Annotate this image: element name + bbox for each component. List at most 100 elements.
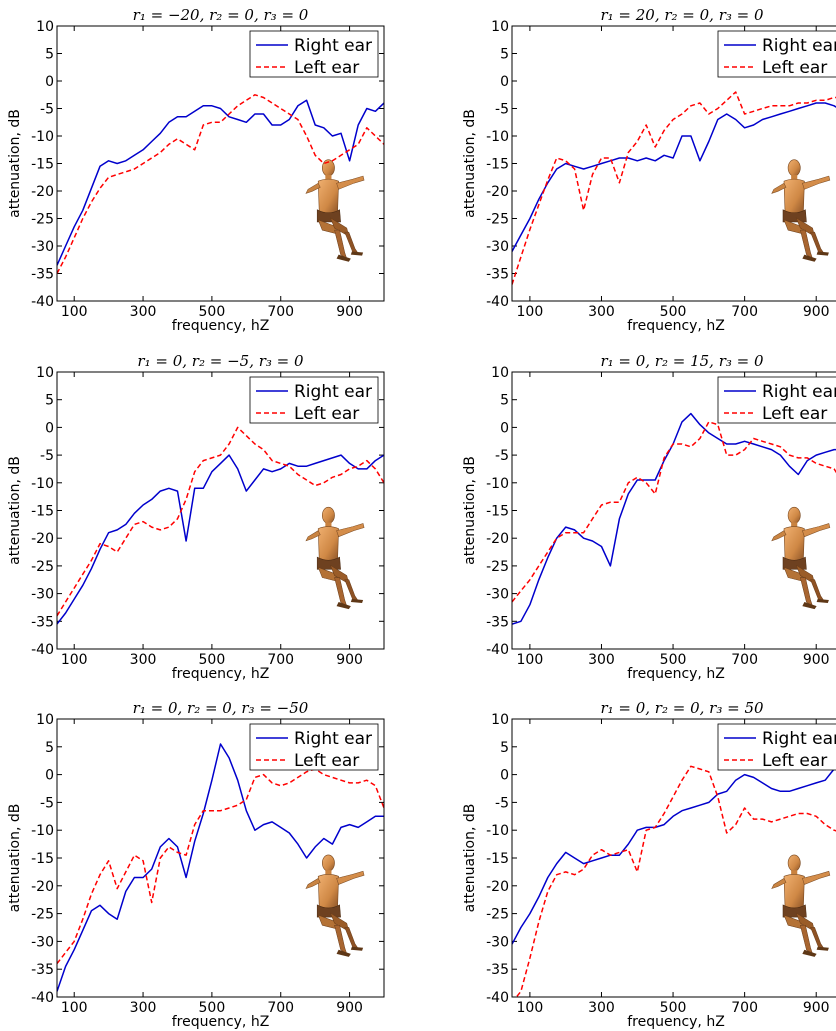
plot-frame (56, 371, 385, 650)
y-tick-label: -5 (495, 795, 509, 811)
y-tick-label: -40 (486, 294, 509, 310)
series-line-right-ear (57, 454, 384, 625)
series-line-right-ear (57, 99, 384, 266)
y-axis-label: attenuation, dB (7, 109, 23, 218)
x-tick-label: 100 (517, 304, 544, 320)
x-tick-label: 300 (588, 1000, 615, 1016)
x-tick-label: 500 (660, 304, 687, 320)
legend-label-left-ear: Left ear (762, 751, 827, 771)
y-tick-label: -35 (31, 267, 54, 283)
x-axis-label: frequency, hZ (172, 318, 270, 334)
y-tick-label: -5 (495, 448, 509, 464)
plot-area (512, 91, 836, 285)
plot-frame (511, 371, 836, 650)
x-tick-label: 700 (267, 304, 294, 320)
chart-panel-6: r₁ = 0, r₂ = 0, r₃ = 50 10 5 0 -5 -10 -15 -20 -2… (462, 699, 836, 1030)
x-axis-label: frequency, hZ (627, 1014, 725, 1030)
y-tick-label: -40 (31, 642, 54, 658)
x-tick-label: 900 (336, 1000, 363, 1016)
y-tick-label: -35 (486, 267, 509, 283)
y-tick-label: -5 (495, 102, 509, 118)
legend-label-right-ear: Right ear (294, 382, 372, 402)
y-tick-label: -40 (31, 294, 54, 310)
legend-label-right-ear: Right ear (762, 382, 836, 402)
x-tick-label: 100 (517, 1000, 544, 1016)
y-axis-label: attenuation, dB (7, 456, 23, 565)
legend-box (717, 723, 836, 771)
plot-area (512, 412, 836, 625)
y-tick-label: -15 (31, 851, 54, 867)
y-tick-label: -20 (486, 184, 509, 200)
chart-panel-2: r₁ = 20, r₂ = 0, r₃ = 0 10 5 0 -5 -10 -15 -20 -2… (462, 6, 836, 334)
series-line-left-ear (57, 426, 384, 617)
chart-panel-1: r₁ = −20, r₂ = 0, r₃ = 0 10 5 0 -5 -10 -15 -20 -… (7, 6, 385, 334)
y-tick-label: -25 (31, 559, 54, 575)
y-tick-label: -15 (486, 851, 509, 867)
y-tick-label: -30 (486, 934, 509, 950)
x-tick-label: 900 (803, 304, 830, 320)
y-tick-label: 0 (45, 420, 54, 436)
y-tick-label: -35 (486, 614, 509, 630)
y-tick-label: -5 (40, 448, 54, 464)
y-tick-label: -10 (486, 129, 509, 145)
x-tick-label: 100 (61, 652, 88, 668)
x-tick-label: 500 (660, 652, 687, 668)
seated-human-figure-icon (771, 506, 831, 610)
y-tick-label: -25 (31, 907, 54, 923)
series-line-right-ear (512, 412, 836, 625)
y-tick-label: -5 (40, 102, 54, 118)
plot-frame (56, 718, 385, 998)
x-tick-label: 500 (199, 652, 226, 668)
y-tick-label: -10 (486, 476, 509, 492)
series-line-left-ear (512, 421, 836, 603)
y-tick-label: -20 (31, 184, 54, 200)
legend-label-right-ear: Right ear (762, 36, 836, 56)
x-tick-label: 300 (588, 304, 615, 320)
y-axis-label: attenuation, dB (462, 456, 478, 565)
plot-frame (511, 25, 836, 302)
x-axis-label: frequency, hZ (627, 666, 725, 682)
y-tick-label: 0 (45, 74, 54, 90)
x-tick-label: 300 (130, 304, 157, 320)
y-tick-label: -10 (31, 129, 54, 145)
legend-label-right-ear: Right ear (294, 729, 372, 749)
legend-label-left-ear: Left ear (762, 404, 827, 424)
seated-human-figure-icon (771, 159, 831, 263)
plot-frame (56, 25, 385, 302)
seated-human-figure-icon (771, 854, 831, 958)
chart-title: r₁ = 0, r₂ = −5, r₃ = 0 (137, 352, 304, 370)
plot-area (57, 426, 384, 625)
plot-area (57, 94, 384, 274)
legend-label-left-ear: Left ear (294, 58, 359, 78)
y-tick-label: 0 (500, 420, 509, 436)
x-axis-label: frequency, hZ (627, 318, 725, 334)
y-tick-label: 5 (500, 740, 509, 756)
x-axis-label: frequency, hZ (172, 1014, 270, 1030)
y-tick-label: -40 (486, 642, 509, 658)
chart-title: r₁ = 0, r₂ = 0, r₃ = −50 (133, 699, 309, 717)
y-tick-label: -30 (31, 587, 54, 603)
legend-box (249, 30, 379, 78)
seated-human-figure-icon (305, 506, 365, 610)
chart-panel-3: r₁ = 0, r₂ = −5, r₃ = 0 10 5 0 -5 -10 -15 -20 -2… (7, 352, 385, 682)
x-tick-label: 700 (731, 304, 758, 320)
y-tick-label: 0 (500, 768, 509, 784)
x-tick-label: 300 (588, 652, 615, 668)
y-tick-label: -15 (486, 157, 509, 173)
x-tick-label: 700 (267, 1000, 294, 1016)
y-tick-label: 5 (45, 47, 54, 63)
x-tick-label: 500 (199, 1000, 226, 1016)
y-tick-label: -30 (31, 934, 54, 950)
y-tick-label: -25 (31, 212, 54, 228)
y-tick-label: 10 (36, 19, 54, 35)
x-tick-label: 100 (61, 1000, 88, 1016)
series-line-left-ear (57, 94, 384, 274)
x-tick-label: 300 (130, 1000, 157, 1016)
x-tick-label: 500 (660, 1000, 687, 1016)
legend-box (717, 30, 836, 78)
y-tick-label: 10 (491, 712, 509, 728)
series-line-left-ear (512, 91, 836, 285)
